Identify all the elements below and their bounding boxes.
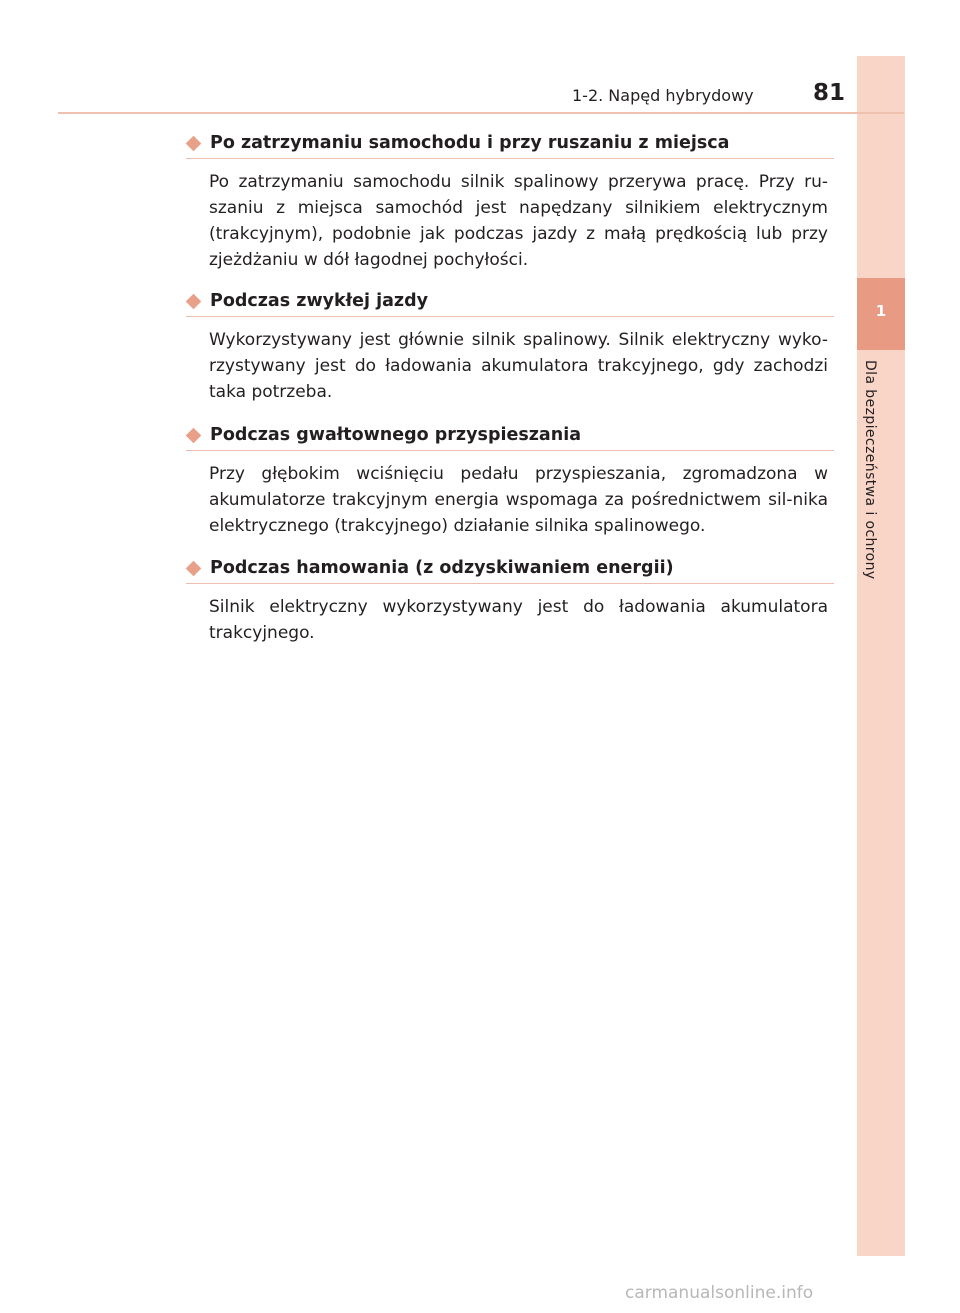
section-heading: Po zatrzymaniu samochodu i przy ruszaniu… <box>185 128 834 159</box>
section-normal-driving: Podczas zwykłej jazdy Wykorzystywany jes… <box>185 286 834 405</box>
section-heading: Podczas gwałtownego przyspieszania <box>185 420 834 451</box>
section-heading: Podczas hamowania (z odzyskiwaniem energ… <box>185 553 834 584</box>
section-body: Wykorzystywany jest głównie silnik spali… <box>209 330 828 402</box>
section-heading-text: Po zatrzymaniu samochodu i przy ruszaniu… <box>210 133 730 153</box>
diamond-bullet-icon <box>185 427 202 443</box>
diamond-bullet-icon <box>185 135 202 151</box>
section-stop-start: Po zatrzymaniu samochodu i przy ruszaniu… <box>185 128 834 273</box>
chapter-number: 1 <box>875 302 887 320</box>
diamond-bullet-icon <box>185 293 202 309</box>
header-rule <box>58 112 904 114</box>
watermark: carmanualsonline.info <box>625 1283 814 1303</box>
running-header: 1-2. Napęd hybrydowy <box>572 86 754 105</box>
section-heading-text: Podczas zwykłej jazdy <box>210 291 429 311</box>
side-tab <box>857 56 905 1256</box>
chapter-title: Dla bezpieczeństwa i ochrony <box>862 360 878 580</box>
section-braking: Podczas hamowania (z odzyskiwaniem energ… <box>185 553 834 646</box>
section-heading-text: Podczas hamowania (z odzyskiwaniem energ… <box>210 558 674 578</box>
page-number: 81 <box>813 80 846 106</box>
section-acceleration: Podczas gwałtownego przyspieszania Przy … <box>185 420 834 539</box>
chapter-number-box <box>857 278 905 350</box>
section-body: Silnik elektryczny wykorzystywany jest d… <box>209 597 828 643</box>
diamond-bullet-icon <box>185 560 202 576</box>
section-heading: Podczas zwykłej jazdy <box>185 286 834 317</box>
section-heading-text: Podczas gwałtownego przyspieszania <box>210 425 582 445</box>
section-body: Przy głębokim wciśnięciu pedału przyspie… <box>209 464 828 536</box>
section-body: Po zatrzymaniu samochodu silnik spalinow… <box>209 172 828 270</box>
